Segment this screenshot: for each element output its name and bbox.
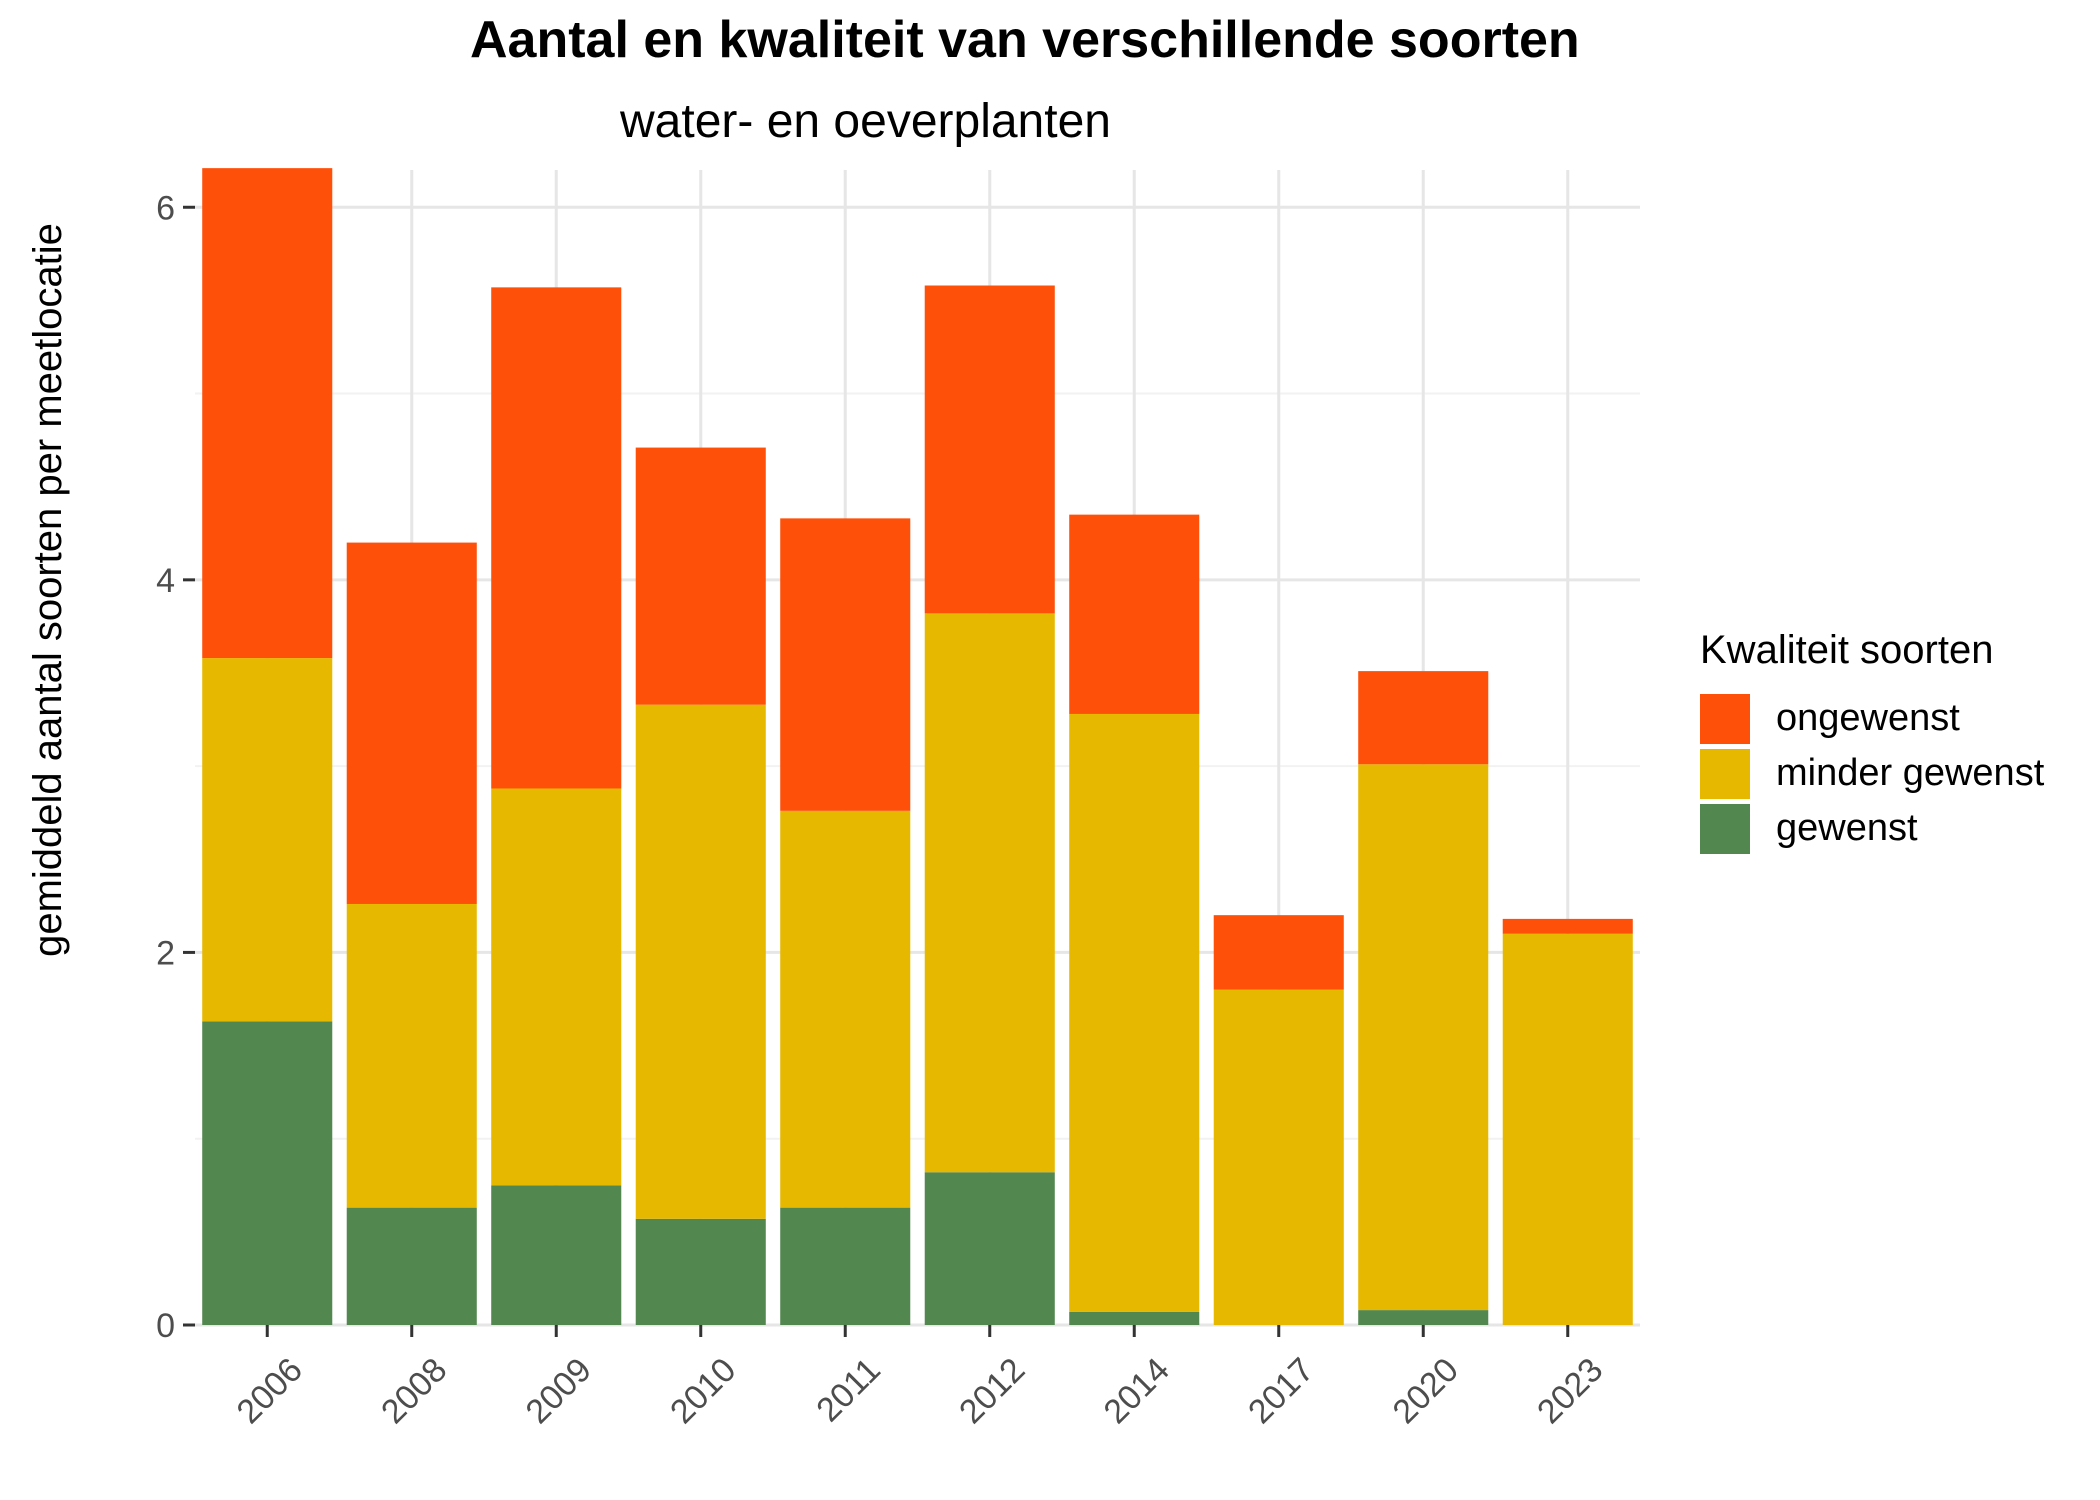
legend-label: minder gewenst [1776,752,2045,794]
legend-title: Kwaliteit soorten [1700,628,1994,672]
y-tick-label: 6 [156,189,175,227]
bar-ongewenst-2008 [346,542,477,904]
bar-ongewenst-2011 [780,518,911,811]
bar-ongewenst-2017 [1213,915,1344,990]
bar-minder-gewenst-2009 [491,788,622,1186]
bar-gewenst-2009 [491,1185,622,1325]
x-tick-label: 2009 [519,1351,599,1431]
bar-gewenst-2012 [924,1172,1055,1325]
bar-ongewenst-2009 [491,287,622,789]
x-tick-label: 2008 [374,1351,454,1431]
bar-ongewenst-2012 [924,285,1055,614]
y-tick-label: 0 [156,1307,175,1345]
bar-ongewenst-2014 [1069,514,1200,714]
x-tick-label: 2012 [952,1351,1032,1431]
bar-minder-gewenst-2023 [1502,933,1633,1325]
chart-subtitle: water- en oeverplanten [620,95,1111,148]
x-tick-label: 2010 [663,1351,743,1431]
bar-minder-gewenst-2006 [202,658,333,1022]
legend-label: gewenst [1776,807,1918,849]
bar-minder-gewenst-2012 [924,613,1055,1173]
bar-ongewenst-2020 [1358,671,1489,765]
legend-label: ongewenst [1776,697,1960,739]
bar-ongewenst-2023 [1502,918,1633,934]
x-tick-label: 2011 [809,1351,888,1430]
bars [202,168,1633,1325]
x-tick-label: 2020 [1386,1351,1466,1431]
x-tick-label: 2014 [1097,1351,1177,1431]
bar-gewenst-2008 [346,1207,477,1325]
y-tick-label: 2 [156,934,175,972]
bar-minder-gewenst-2017 [1213,989,1344,1325]
bar-minder-gewenst-2011 [780,810,911,1208]
bar-gewenst-2014 [1069,1311,1200,1325]
x-tick-label: 2023 [1530,1351,1610,1431]
chart-title: Aantal en kwaliteit van verschillende so… [470,11,1580,69]
legend-items: ongewenst minder gewenst gewenst [1700,691,2044,856]
x-tick-label: 2017 [1241,1351,1321,1431]
bar-gewenst-2020 [1358,1310,1489,1325]
bar-gewenst-2006 [202,1021,333,1325]
bar-minder-gewenst-2010 [635,704,766,1219]
legend-swatch [1700,803,1750,854]
bar-ongewenst-2010 [635,447,766,705]
x-tick-label: 2006 [230,1351,310,1431]
legend-item: gewenst [1700,801,2044,856]
bar-minder-gewenst-2014 [1069,713,1200,1312]
legend: Kwaliteit soorten ongewenst minder gewens… [1700,628,2044,856]
bar-minder-gewenst-2008 [346,903,477,1208]
bar-gewenst-2010 [635,1218,766,1325]
bar-gewenst-2011 [780,1207,911,1325]
y-tick-label: 4 [156,562,175,600]
legend-item: minder gewenst [1700,746,2044,801]
bar-ongewenst-2006 [202,168,333,659]
legend-swatch [1700,748,1750,799]
legend-item: ongewenst [1700,691,2044,746]
legend-swatch [1700,693,1750,744]
bar-minder-gewenst-2020 [1358,764,1489,1311]
